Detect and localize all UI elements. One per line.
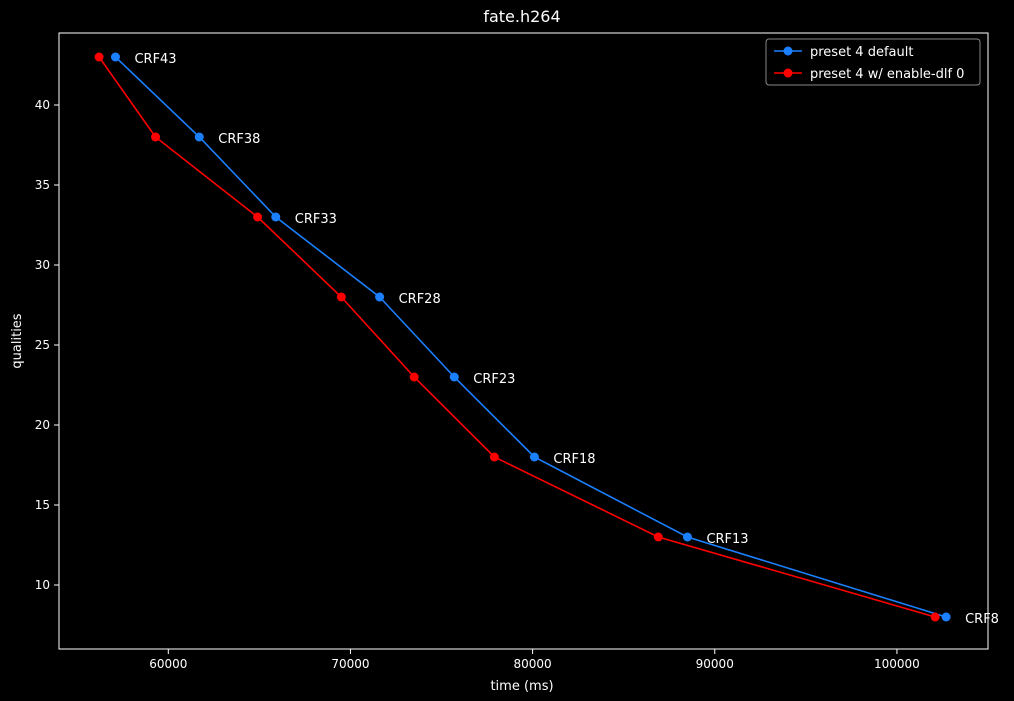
series-line-1	[98, 56, 936, 618]
y-axis-label: qualities	[10, 313, 25, 368]
series-1-point	[94, 52, 104, 62]
y-tick-label: 10	[35, 578, 50, 592]
crf-annotation: CRF38	[218, 132, 260, 147]
y-tick-label: 35	[35, 178, 50, 192]
series-1-point	[253, 212, 263, 222]
series-1-point	[930, 612, 940, 622]
plot-frame	[58, 32, 989, 650]
series-line-0	[114, 56, 947, 618]
series-1-point	[489, 452, 499, 462]
plot-area: 60000 70000 80000 90000 100000 10 15 20 25 30 35 40…	[35, 32, 999, 671]
legend-entry: preset 4 default	[810, 45, 913, 60]
crf-annotation: CRF8	[965, 612, 999, 627]
series-0-point	[682, 532, 692, 542]
crf-annotation: CRF33	[295, 212, 337, 227]
series-0-point	[941, 612, 951, 622]
crf-annotation: CRF23	[473, 372, 515, 387]
y-tick-label: 30	[35, 258, 50, 272]
series-0-point	[529, 452, 539, 462]
crf-annotation: CRF43	[134, 52, 176, 67]
crf-annotation: CRF28	[399, 292, 441, 307]
crf-annotation: CRF18	[553, 452, 595, 467]
x-tick-label: 60000	[149, 657, 187, 671]
series-1-point	[409, 372, 419, 382]
series-0-point	[194, 132, 204, 142]
legend-marker-1	[783, 68, 793, 78]
legend: preset 4 default preset 4 w/ enable-dlf 0	[765, 38, 981, 86]
series-0-point	[271, 212, 281, 222]
legend-box	[765, 38, 981, 86]
legend-entry: preset 4 w/ enable-dlf 0	[810, 67, 964, 82]
series-0-point	[110, 52, 120, 62]
series-0-point	[375, 292, 385, 302]
series-1-point	[336, 292, 346, 302]
x-axis-label: time (ms)	[490, 679, 553, 694]
y-tick-label: 20	[35, 418, 50, 432]
x-tick-label: 70000	[331, 657, 369, 671]
crf-annotation: CRF13	[706, 532, 748, 547]
series-0-point	[449, 372, 459, 382]
x-tick-label: 100000	[874, 657, 920, 671]
y-tick-label: 40	[35, 98, 50, 112]
series-1-point	[653, 532, 663, 542]
x-tick-label: 90000	[696, 657, 734, 671]
series-1-point	[151, 132, 161, 142]
y-tick-label: 15	[35, 498, 50, 512]
y-tick-label: 25	[35, 338, 50, 352]
legend-marker-0	[783, 46, 793, 56]
x-tick-label: 80000	[514, 657, 552, 671]
chart-title: fate.h264	[483, 7, 560, 26]
